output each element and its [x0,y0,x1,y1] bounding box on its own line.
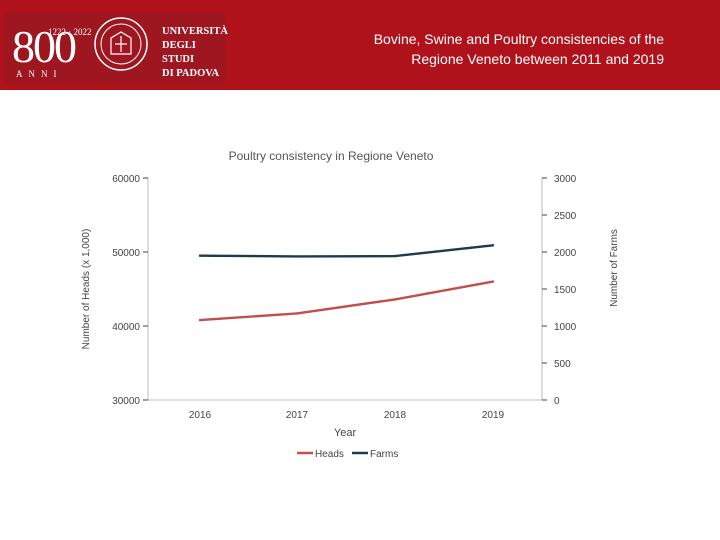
data-point-heads [491,280,495,283]
university-logo: 800 1222 · 2022 ANNI UNIVERSITÀ DEGLI ST… [4,13,228,83]
y-tick-label: 30000 [112,396,140,407]
logo-number: 800 [12,21,77,72]
slide-title-line2: Regione Veneto between 2011 and 2019 [411,51,664,67]
y2-tick-label: 500 [554,359,571,370]
x-tick-label: 2016 [189,410,212,421]
y-axis-title: Number of Heads (x 1,000) [81,229,92,350]
x-tick-label: 2018 [384,410,407,421]
data-point-farms [295,255,299,258]
x-tick-label: 2017 [286,410,309,421]
data-point-heads [295,312,299,315]
data-point-heads [393,298,397,301]
y2-tick-label: 3000 [554,174,577,185]
university-name: UNIVERSITÀ DEGLI STUDI DI PADOVA [162,25,228,81]
data-point-farms [393,254,397,258]
series-line-heads [199,280,494,322]
logo-years: 1222 · 2022 [48,27,92,37]
data-point-farms [198,254,202,257]
university-name-line3: DI PADOVA [162,68,220,79]
y-tick-label: 50000 [112,248,140,259]
x-axis-title: Year [334,427,357,439]
legend-label: Heads [315,449,344,460]
y-tick-label: 60000 [112,174,140,185]
data-point-farms [491,244,495,247]
slide-title-line1: Bovine, Swine and Poultry consistencies … [373,31,664,47]
legend-label: Farms [370,449,398,460]
series-line-farms [199,244,494,258]
x-tick-label: 2019 [482,410,505,421]
chart-title: Poultry consistency in Regione Veneto [229,149,434,163]
slide-title: Bovine, Swine and Poultry consistencies … [284,29,664,69]
university-seal-icon [94,17,148,71]
university-name-line2: DEGLI STUDI [162,40,196,65]
university-name-line1: UNIVERSITÀ [162,26,228,37]
y2-tick-label: 0 [554,396,560,407]
y2-tick-label: 2500 [554,211,577,222]
y2-tick-label: 1500 [554,285,577,296]
y2-tick-label: 1000 [554,322,577,333]
logo-anni: ANNI [16,69,63,79]
data-point-heads [198,318,202,322]
y2-tick-label: 2000 [554,248,577,259]
y2-axis-title: Number of Farms [609,229,620,307]
y-tick-label: 40000 [112,322,140,333]
header-bar: 800 1222 · 2022 ANNI UNIVERSITÀ DEGLI ST… [0,0,720,90]
